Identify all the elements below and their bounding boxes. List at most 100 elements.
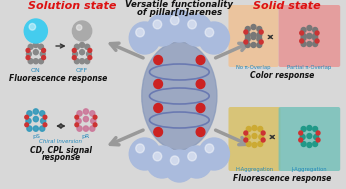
Circle shape — [307, 26, 312, 30]
Circle shape — [196, 80, 205, 88]
Circle shape — [251, 25, 256, 29]
Circle shape — [80, 43, 84, 47]
Text: OFF: OFF — [76, 68, 88, 73]
Circle shape — [315, 39, 319, 43]
Circle shape — [75, 115, 79, 119]
Circle shape — [301, 33, 306, 39]
Circle shape — [244, 40, 248, 44]
Circle shape — [129, 22, 160, 54]
Circle shape — [301, 28, 306, 33]
Circle shape — [80, 50, 84, 55]
Circle shape — [34, 50, 38, 55]
Circle shape — [25, 115, 28, 119]
Circle shape — [257, 36, 262, 42]
Circle shape — [43, 115, 47, 119]
Circle shape — [313, 142, 318, 146]
Circle shape — [164, 150, 195, 182]
Circle shape — [251, 43, 256, 47]
Circle shape — [245, 43, 250, 47]
Circle shape — [307, 125, 312, 130]
Circle shape — [34, 59, 38, 64]
Text: pS: pS — [32, 134, 40, 139]
Circle shape — [245, 135, 250, 139]
FancyBboxPatch shape — [228, 107, 281, 171]
Circle shape — [136, 28, 144, 37]
Circle shape — [88, 48, 92, 52]
Circle shape — [188, 20, 197, 29]
Circle shape — [33, 109, 38, 114]
Ellipse shape — [142, 42, 217, 150]
Circle shape — [300, 135, 305, 139]
Circle shape — [252, 125, 257, 130]
Circle shape — [307, 133, 312, 139]
Circle shape — [129, 138, 160, 170]
Circle shape — [153, 20, 162, 29]
Circle shape — [43, 123, 47, 127]
Circle shape — [74, 44, 79, 49]
Circle shape — [171, 16, 179, 25]
Circle shape — [314, 135, 319, 139]
Circle shape — [26, 118, 31, 124]
Circle shape — [300, 39, 304, 43]
Circle shape — [244, 138, 248, 142]
Text: Chiral Inversion: Chiral Inversion — [39, 139, 82, 144]
Circle shape — [25, 123, 28, 127]
Circle shape — [34, 43, 38, 47]
Circle shape — [77, 111, 82, 116]
Circle shape — [307, 33, 312, 39]
Text: Solid state: Solid state — [253, 1, 321, 11]
Circle shape — [136, 144, 144, 153]
Circle shape — [301, 126, 306, 132]
Circle shape — [154, 104, 163, 112]
Text: Solution state: Solution state — [28, 1, 117, 11]
Circle shape — [299, 131, 303, 135]
Circle shape — [252, 133, 257, 139]
Circle shape — [244, 30, 248, 34]
Circle shape — [24, 19, 47, 43]
Circle shape — [313, 33, 318, 39]
Text: Fluorescence response: Fluorescence response — [233, 174, 331, 183]
Circle shape — [301, 142, 306, 146]
Circle shape — [40, 126, 45, 131]
Text: ON: ON — [31, 68, 41, 73]
Circle shape — [316, 131, 320, 135]
Circle shape — [83, 109, 89, 114]
Circle shape — [164, 10, 195, 42]
Circle shape — [245, 33, 250, 37]
Text: Color response: Color response — [250, 71, 315, 80]
Circle shape — [300, 31, 304, 35]
Circle shape — [154, 80, 163, 88]
Circle shape — [74, 59, 79, 64]
Circle shape — [251, 35, 256, 40]
Circle shape — [77, 126, 82, 131]
Circle shape — [91, 118, 96, 124]
Circle shape — [257, 26, 262, 32]
Circle shape — [90, 111, 95, 116]
Circle shape — [257, 33, 262, 37]
Circle shape — [299, 138, 303, 142]
Circle shape — [259, 135, 264, 139]
Circle shape — [259, 30, 263, 34]
Circle shape — [315, 31, 319, 35]
Circle shape — [76, 118, 81, 124]
Circle shape — [40, 118, 46, 124]
Circle shape — [307, 33, 312, 39]
Circle shape — [85, 44, 90, 49]
Text: Versatile functionality: Versatile functionality — [125, 0, 233, 9]
Circle shape — [261, 138, 265, 142]
Circle shape — [188, 152, 197, 161]
Circle shape — [244, 131, 248, 135]
Circle shape — [40, 51, 45, 57]
Circle shape — [73, 51, 78, 57]
Circle shape — [245, 36, 250, 42]
Circle shape — [42, 48, 46, 52]
Circle shape — [33, 116, 38, 122]
Circle shape — [26, 51, 31, 57]
Circle shape — [39, 44, 44, 49]
Circle shape — [171, 156, 179, 165]
Circle shape — [27, 126, 32, 131]
Circle shape — [259, 40, 263, 44]
Text: pR: pR — [82, 134, 90, 139]
Circle shape — [258, 126, 263, 132]
Circle shape — [301, 42, 306, 46]
